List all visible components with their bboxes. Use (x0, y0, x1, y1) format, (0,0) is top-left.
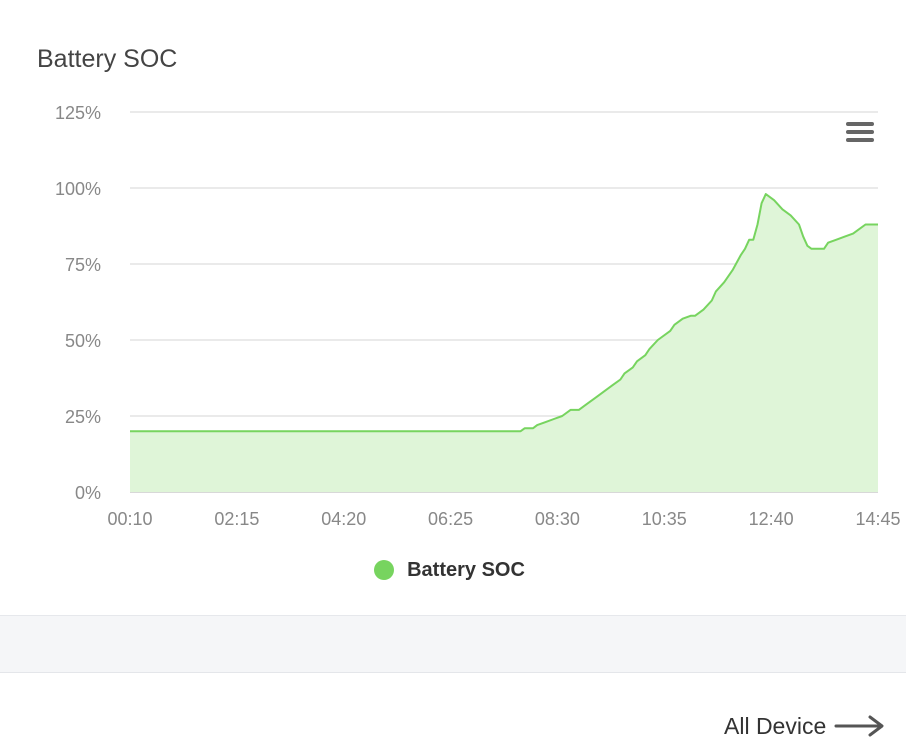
y-tick-label: 100% (55, 179, 101, 199)
section-divider (0, 616, 906, 673)
chart-legend: Battery SOC (0, 555, 906, 585)
series-line-battery-soc (130, 193, 878, 433)
x-tick-label: 04:20 (321, 509, 366, 529)
y-tick-label: 75% (65, 255, 101, 275)
card-title: Battery SOC (37, 45, 178, 73)
battery-soc-chart: 0% 25% 50% 75% 100% 125% 00:10 02:15 04:20 06:25… (55, 103, 901, 529)
x-tick-labels: 00:10 02:15 04:20 06:25 08:30 10:35 12:40 14:45 (107, 509, 900, 529)
x-tick-label: 14:45 (855, 509, 900, 529)
y-tick-label: 50% (65, 331, 101, 351)
arrow-right-icon (834, 715, 884, 737)
y-tick-label: 125% (55, 103, 101, 123)
all-device-label: All Device (724, 712, 827, 737)
legend-swatch (374, 560, 395, 580)
battery-soc-card: Battery SOC 0% 25% 50% 75% 100% 125% 00:10 02:… (0, 45, 906, 616)
legend-label: Battery SOC (407, 558, 525, 581)
series-area-battery-soc (130, 194, 878, 492)
hamburger-menu-icon-bar (846, 138, 874, 142)
y-tick-label: 0% (75, 483, 101, 503)
hamburger-menu-icon (846, 122, 874, 126)
chart-menu-button[interactable] (840, 118, 880, 150)
all-device-link[interactable]: All Device (724, 708, 888, 737)
x-tick-label: 02:15 (214, 509, 259, 529)
x-tick-label: 10:35 (642, 509, 687, 529)
hamburger-menu-icon-bar (846, 130, 874, 134)
y-tick-label: 25% (65, 407, 101, 427)
x-tick-label: 00:10 (107, 509, 152, 529)
y-tick-labels: 0% 25% 50% 75% 100% 125% (55, 103, 101, 503)
x-tick-label: 08:30 (535, 509, 580, 529)
x-tick-label: 06:25 (428, 509, 473, 529)
legend-item-battery-soc[interactable]: Battery SOC (374, 559, 525, 582)
x-tick-label: 12:40 (749, 509, 794, 529)
